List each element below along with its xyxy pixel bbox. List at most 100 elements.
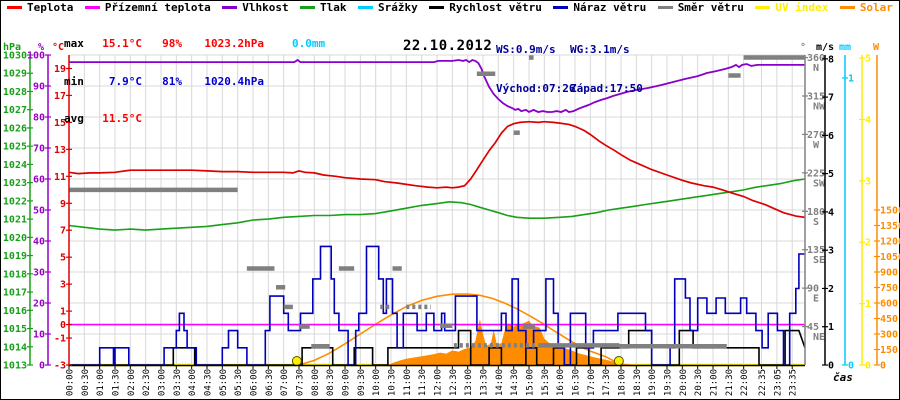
legend-swatch bbox=[84, 5, 100, 9]
y-axis-deg-tick-label: 180 bbox=[807, 207, 825, 218]
min-temperature: 7.9°C bbox=[102, 74, 142, 88]
y-axis-ms-tick-label: 1 bbox=[828, 322, 834, 333]
legend-swatch bbox=[222, 5, 238, 9]
sunrise-marker bbox=[291, 356, 302, 366]
legend-label: Tlak bbox=[320, 0, 347, 14]
legend-swatch bbox=[429, 5, 445, 9]
x-axis-tick-label: 00:00 bbox=[66, 369, 76, 396]
legend-label: Náraz větru bbox=[573, 0, 647, 14]
x-axis-tick-label: 18:30 bbox=[633, 369, 643, 396]
y-axis-deg-compass-label: E bbox=[813, 294, 819, 305]
y-axis-uv-tick-label: 0 bbox=[865, 361, 871, 372]
y-axis-hpa-tick-label: 1019 bbox=[3, 251, 27, 262]
y-axis-w-tick-label: 150 bbox=[880, 345, 898, 356]
y-axis-hpa-header: hPa bbox=[3, 42, 21, 53]
y-axis-hpa-tick-label: 1023 bbox=[3, 178, 27, 189]
x-axis-tick-label: 04:00 bbox=[188, 369, 198, 396]
stats-avg-row: avg 11.5°C bbox=[64, 112, 325, 126]
y-axis-pct-tick-label: 50 bbox=[33, 206, 45, 217]
y-axis-degC-tick-label: 3 bbox=[60, 280, 66, 291]
max-label: max bbox=[64, 37, 84, 50]
wind-speed-avg: WS:0.9m/s bbox=[496, 43, 556, 56]
max-temperature: 15.1°C bbox=[102, 37, 142, 50]
sunrise-time: Východ:07:26 bbox=[496, 82, 576, 95]
series-teplota-line bbox=[68, 120, 806, 219]
legend-swatch bbox=[7, 5, 22, 9]
y-axis-deg-tick-label: 90 bbox=[807, 284, 819, 295]
legend-item-9: UV index bbox=[755, 1, 828, 14]
y-axis-ms-tick-label: 2 bbox=[828, 284, 834, 295]
x-axis-tick-label: 05:30 bbox=[234, 369, 244, 396]
y-axis-hpa-tick-label: 1022 bbox=[3, 196, 27, 207]
x-axis-tick-label: 13:00 bbox=[464, 369, 474, 396]
legend-swatch bbox=[657, 5, 673, 9]
y-axis-deg-header: ° bbox=[800, 42, 806, 53]
min-pressure: 1020.4hPa bbox=[204, 74, 264, 88]
y-axis-degC-tick-label: -3 bbox=[54, 361, 66, 372]
x-axis-tick-label: 06:30 bbox=[265, 369, 275, 396]
y-axis-pct-tick-label: 60 bbox=[33, 175, 45, 186]
x-axis-tick-label: 10:00 bbox=[372, 369, 382, 396]
legend-swatch bbox=[358, 5, 373, 9]
sunset-time: Západ:17:50 bbox=[570, 82, 643, 95]
x-axis-tick-label: 22:35 bbox=[758, 369, 768, 396]
y-axis-w-tick-label: 1200 bbox=[880, 237, 900, 248]
legend-label: Vlhkost bbox=[242, 0, 289, 14]
sunset-marker bbox=[613, 356, 624, 366]
legend-swatch bbox=[553, 5, 569, 9]
x-axis-tick-label: 23:05 bbox=[773, 369, 783, 396]
x-axis-tick-label: 07:30 bbox=[296, 369, 306, 396]
series-tlak-line bbox=[68, 178, 806, 231]
y-axis-hpa-tick-label: 1030 bbox=[3, 51, 27, 62]
x-axis-tick-label: 03:00 bbox=[158, 369, 168, 396]
stats-summary: max 15.1°C 98% 1023.2hPa 0.0mm min 7.9°C 81% 1… bbox=[64, 13, 325, 138]
legend-swatch bbox=[755, 5, 771, 9]
wind-stats-row: WS:0.9m/s WG:3.1m/s bbox=[496, 43, 643, 56]
y-axis-pct-tick-label: 20 bbox=[33, 299, 45, 310]
stats-max-row: max 15.1°C 98% 1023.2hPa 0.0mm bbox=[64, 37, 325, 51]
y-axis-hpa-tick-label: 1027 bbox=[3, 105, 27, 116]
x-axis-tick-label: 13:30 bbox=[480, 369, 490, 396]
x-axis-tick-label: 20:00 bbox=[679, 369, 689, 396]
x-axis-title: čas bbox=[833, 371, 853, 384]
y-axis-deg-compass-label: SE bbox=[813, 255, 825, 266]
y-axis-degC-tick-label: 7 bbox=[60, 226, 66, 237]
y-axis-hpa-tick-label: 1028 bbox=[3, 87, 27, 98]
x-axis-tick-label: 23:35 bbox=[789, 369, 799, 396]
x-axis-tick-label: 12:30 bbox=[449, 369, 459, 396]
legend-label: Srážky bbox=[378, 0, 418, 14]
y-axis-w-tick-label: 900 bbox=[880, 268, 898, 279]
y-axis-deg-compass-label: N bbox=[813, 63, 819, 74]
x-axis-tick-label: 15:00 bbox=[526, 369, 536, 396]
avg-temperature: 11.5°C bbox=[102, 112, 142, 125]
x-axis-tick-label: 02:00 bbox=[127, 369, 137, 396]
legend-item-3: Vlhkost bbox=[222, 0, 289, 14]
y-axis-degC-tick-label: 0 bbox=[60, 320, 66, 331]
y-axis-ms-tick-label: 6 bbox=[828, 131, 834, 142]
legend-label: Solar bbox=[859, 0, 893, 14]
x-axis-tick-label: 21:30 bbox=[725, 369, 735, 396]
y-axis-pct-tick-label: 30 bbox=[33, 268, 45, 279]
y-axis-degC-tick-label: 11 bbox=[54, 172, 66, 183]
x-axis-tick-label: 07:00 bbox=[280, 369, 290, 396]
x-axis-tick-label: 05:00 bbox=[219, 369, 229, 396]
x-axis-tick-label: 01:30 bbox=[112, 369, 122, 396]
x-axis-tick-label: 08:00 bbox=[311, 369, 321, 396]
x-axis-tick-label: 11:30 bbox=[418, 369, 428, 396]
legend-item-10: Solar bbox=[839, 0, 893, 14]
x-axis-tick-label: 06:00 bbox=[250, 369, 260, 396]
legend-label: Přízemní teplota bbox=[104, 0, 211, 14]
x-axis-tick-label: 20:30 bbox=[694, 369, 704, 396]
y-axis-uv-tick-label: 5 bbox=[865, 54, 871, 65]
y-axis-ms-tick-label: 5 bbox=[828, 169, 834, 180]
y-axis-degC-tick-label: 13 bbox=[54, 145, 66, 156]
x-axis-tick-label: 17:30 bbox=[602, 369, 612, 396]
y-axis-hpa-tick-label: 1013 bbox=[3, 361, 27, 372]
y-axis-degC-tick-label: -1 bbox=[54, 334, 66, 345]
min-humidity: 81% bbox=[162, 74, 182, 88]
x-axis-tick-label: 16:00 bbox=[556, 369, 566, 396]
y-axis-degC-tick-label: 1 bbox=[60, 307, 66, 318]
y-axis-pct-tick-label: 90 bbox=[33, 82, 45, 93]
y-axis-degC-header: °C bbox=[52, 42, 64, 53]
